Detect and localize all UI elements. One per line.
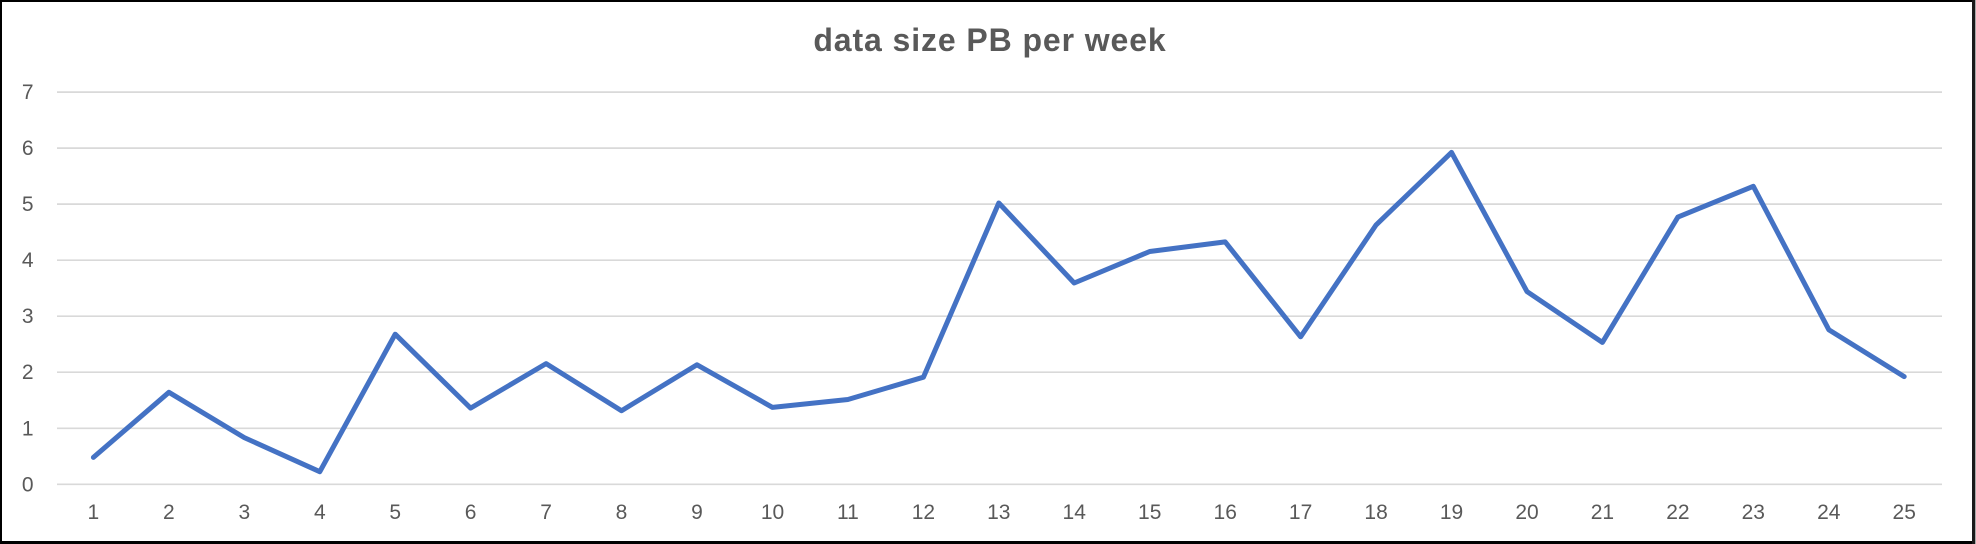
svg-text:6: 6: [22, 137, 34, 160]
svg-text:17: 17: [1289, 501, 1312, 524]
svg-text:16: 16: [1214, 501, 1237, 524]
svg-text:7: 7: [540, 501, 552, 524]
svg-text:3: 3: [22, 305, 34, 328]
svg-text:10: 10: [761, 501, 784, 524]
svg-text:5: 5: [22, 193, 34, 216]
svg-text:25: 25: [1893, 501, 1916, 524]
svg-text:11: 11: [837, 501, 859, 524]
svg-text:1: 1: [88, 501, 100, 524]
svg-text:9: 9: [691, 501, 703, 524]
svg-text:2: 2: [163, 501, 175, 524]
svg-text:2: 2: [22, 361, 34, 384]
svg-text:22: 22: [1666, 501, 1689, 524]
svg-text:20: 20: [1515, 501, 1538, 524]
svg-text:14: 14: [1063, 501, 1087, 524]
svg-text:7: 7: [22, 81, 34, 104]
svg-text:3: 3: [238, 501, 250, 524]
svg-text:6: 6: [465, 501, 477, 524]
svg-text:15: 15: [1138, 501, 1161, 524]
svg-text:18: 18: [1364, 501, 1387, 524]
svg-text:data size PB per week: data size PB per week: [813, 22, 1166, 58]
svg-text:23: 23: [1742, 501, 1765, 524]
svg-text:0: 0: [22, 473, 34, 496]
svg-text:1: 1: [22, 417, 34, 440]
svg-text:24: 24: [1817, 501, 1841, 524]
svg-text:19: 19: [1440, 501, 1463, 524]
svg-text:13: 13: [987, 501, 1010, 524]
svg-text:5: 5: [389, 501, 401, 524]
svg-text:21: 21: [1591, 501, 1614, 524]
svg-text:4: 4: [22, 249, 34, 272]
svg-text:8: 8: [616, 501, 628, 524]
svg-text:4: 4: [314, 501, 326, 524]
svg-text:12: 12: [912, 501, 935, 524]
